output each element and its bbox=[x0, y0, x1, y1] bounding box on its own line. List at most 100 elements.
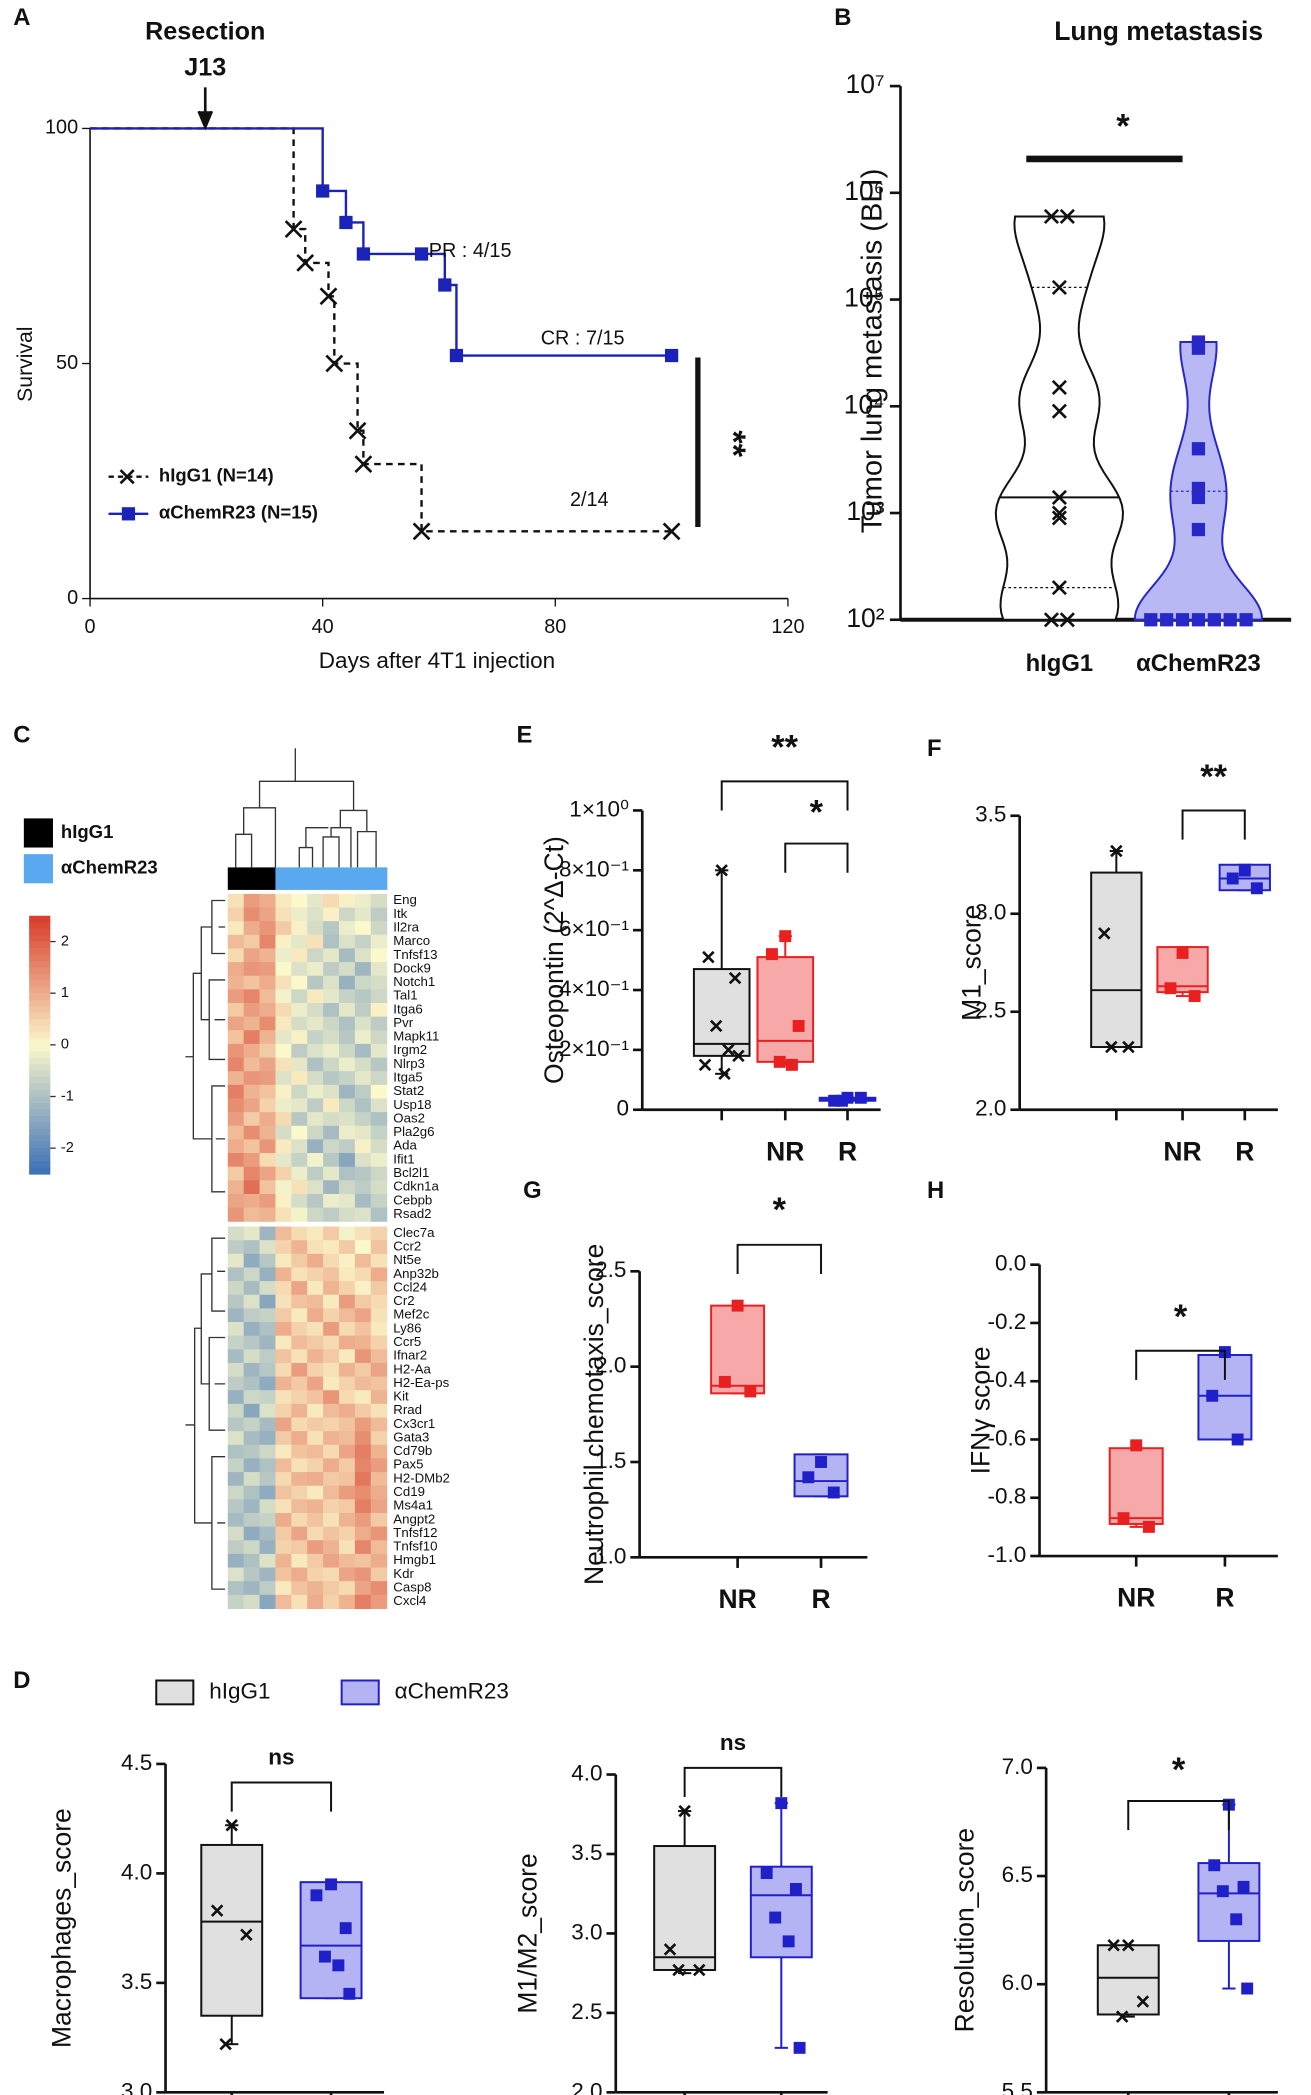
heatmap-cell bbox=[243, 1207, 261, 1222]
heatmap-cell bbox=[227, 1294, 245, 1309]
heatmap-cell bbox=[291, 1376, 308, 1391]
heatmap-cell bbox=[339, 893, 356, 909]
colorbar-segment bbox=[29, 1148, 51, 1156]
heatmap-cell bbox=[307, 1458, 324, 1473]
heatmap-cell bbox=[307, 1403, 324, 1419]
x-tick-label: NR bbox=[1117, 1583, 1155, 1613]
heatmap-cell bbox=[259, 1253, 276, 1268]
panel-letter: C bbox=[13, 722, 30, 749]
legend-label: αChemR23 bbox=[61, 857, 158, 878]
survival-point bbox=[356, 247, 371, 261]
heatmap-cell bbox=[259, 934, 276, 949]
heatmap-cell bbox=[275, 1084, 292, 1100]
heatmap-cell bbox=[259, 1166, 276, 1181]
row-label: H2-Aa bbox=[393, 1361, 431, 1376]
heatmap-cell bbox=[339, 1472, 356, 1487]
heatmap-cell bbox=[291, 1098, 308, 1113]
y-tick-label: 5.5 bbox=[1002, 2078, 1033, 2095]
row-label: Oas2 bbox=[393, 1110, 425, 1125]
heatmap-cell bbox=[339, 1362, 356, 1378]
heatmap-cell bbox=[323, 1016, 340, 1031]
heatmap-cell bbox=[291, 1281, 308, 1296]
heatmap-cell bbox=[259, 1512, 276, 1528]
row-label: Ccl24 bbox=[393, 1279, 427, 1294]
heatmap-cell bbox=[291, 1207, 308, 1222]
heatmap-cell bbox=[291, 1294, 308, 1309]
heatmap-cell bbox=[243, 1417, 261, 1432]
colorbar-segment bbox=[29, 1025, 51, 1033]
heatmap-cell bbox=[307, 1431, 324, 1446]
heatmap-cell bbox=[307, 962, 324, 977]
heatmap-cell bbox=[275, 1472, 292, 1487]
heatmap-cell bbox=[227, 1071, 245, 1086]
heatmap-cell bbox=[323, 1071, 340, 1086]
data-point bbox=[769, 1911, 782, 1924]
data-point bbox=[1051, 279, 1067, 295]
heatmap-cell bbox=[259, 1417, 276, 1432]
heatmap-cell bbox=[354, 975, 372, 990]
data-point bbox=[1107, 1939, 1120, 1952]
heatmap-cell bbox=[354, 1207, 372, 1222]
heatmap-cell bbox=[354, 1553, 372, 1569]
heatmap-cell bbox=[354, 1403, 372, 1419]
heatmap-cell bbox=[323, 1403, 340, 1419]
heatmap-cell bbox=[275, 1294, 292, 1309]
heatmap-cell bbox=[291, 1499, 308, 1514]
row-label: Marco bbox=[393, 933, 430, 948]
heatmap-cell bbox=[339, 1335, 356, 1350]
heatmap-cell bbox=[307, 1499, 324, 1514]
heatmap-cell bbox=[259, 1003, 276, 1018]
x-tick-label: 120 bbox=[771, 616, 804, 638]
heatmap-cell bbox=[227, 1098, 245, 1113]
heatmap-cell bbox=[339, 1084, 356, 1100]
colorbar-segment bbox=[29, 986, 51, 994]
heatmap-cell bbox=[354, 1431, 372, 1446]
heatmap-cell bbox=[339, 921, 356, 936]
data-point bbox=[782, 1935, 795, 1948]
heatmap-cell bbox=[354, 1281, 372, 1296]
heatmap-cell bbox=[275, 1139, 292, 1154]
heatmap-cell bbox=[323, 962, 340, 977]
data-point bbox=[1051, 580, 1067, 596]
heatmap-cell bbox=[259, 1180, 276, 1195]
heatmap-cell bbox=[323, 1512, 340, 1528]
heatmap-cell bbox=[354, 1349, 372, 1364]
heatmap-cell bbox=[227, 893, 245, 909]
row-label: Ccr5 bbox=[393, 1334, 421, 1349]
heatmap-cell bbox=[227, 1043, 245, 1059]
data-point bbox=[789, 1882, 802, 1895]
heatmap-cell bbox=[275, 1512, 292, 1528]
heatmap-cell bbox=[275, 989, 292, 1004]
heatmap-cell bbox=[275, 1240, 292, 1255]
heatmap-cell bbox=[339, 1417, 356, 1432]
colorbar-segment bbox=[29, 1083, 51, 1091]
heatmap-cell bbox=[354, 1499, 372, 1514]
heatmap-cell bbox=[275, 1226, 292, 1241]
heatmap-cell bbox=[354, 1390, 372, 1405]
heatmap-cell bbox=[354, 1071, 372, 1086]
heatmap-cell bbox=[259, 1362, 276, 1378]
heatmap-cell bbox=[275, 1444, 292, 1459]
heatmap-cell bbox=[227, 1308, 245, 1323]
heatmap-cell bbox=[259, 1057, 276, 1072]
row-label: Cdkn1a bbox=[393, 1179, 439, 1194]
annotation: 2/14 bbox=[570, 489, 609, 511]
row-label: Bcl2l1 bbox=[393, 1165, 429, 1180]
heatmap-cell bbox=[307, 1043, 324, 1059]
y-tick-label: 8×10⁻¹ bbox=[559, 856, 629, 881]
heatmap-cell bbox=[243, 1581, 261, 1596]
survival-point bbox=[412, 522, 431, 541]
data-point bbox=[793, 2041, 806, 2054]
heatmap-cell bbox=[259, 1016, 276, 1031]
data-point bbox=[1164, 982, 1177, 995]
y-tick-label: 6.0 bbox=[1002, 1970, 1033, 1995]
heatmap-cell bbox=[227, 921, 245, 936]
heatmap-cell bbox=[291, 1512, 308, 1528]
annotation: * bbox=[1116, 108, 1130, 146]
heatmap-cell bbox=[323, 1281, 340, 1296]
row-label: Irgm2 bbox=[393, 1042, 427, 1057]
heatmap-cell bbox=[259, 1567, 276, 1582]
heatmap-cell bbox=[227, 1322, 245, 1337]
heatmap-cell bbox=[275, 962, 292, 977]
heatmap-cell bbox=[323, 934, 340, 949]
